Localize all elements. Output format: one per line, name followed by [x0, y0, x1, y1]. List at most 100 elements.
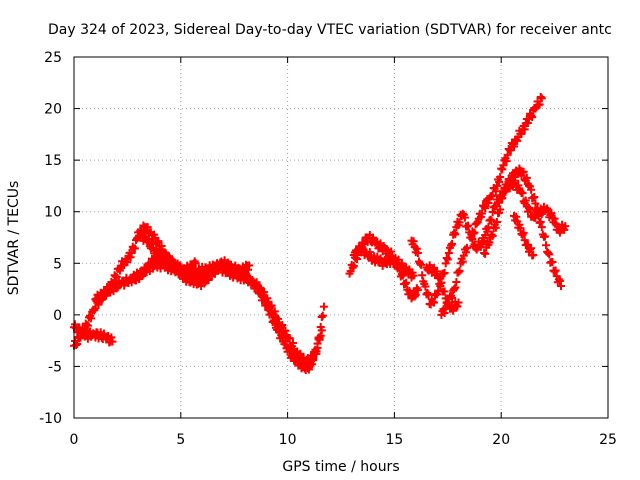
data-point-arc-4 — [142, 267, 151, 276]
data-point-arc-4 — [317, 326, 326, 335]
data-point-arc-5 — [184, 269, 193, 278]
data-point-arc-6 — [369, 233, 378, 242]
data-point-arc-11 — [534, 210, 543, 219]
data-point-arc-1 — [87, 314, 96, 323]
data-point-arc-8 — [487, 216, 496, 225]
data-point-arc-8 — [550, 214, 559, 223]
data-point-arc-9 — [450, 285, 459, 294]
data-point-arc-13 — [453, 302, 462, 311]
data-point-arc-7 — [402, 278, 411, 287]
data-point-arc-5 — [137, 227, 146, 236]
data-point-arc-11 — [492, 218, 501, 227]
data-point-arc-10 — [517, 129, 526, 138]
data-point-arc-11 — [488, 231, 497, 240]
y-tick-label: 25 — [44, 50, 62, 66]
data-point-arc-7 — [387, 253, 396, 262]
data-point-arc-8 — [444, 249, 453, 258]
data-point-arc-8 — [518, 189, 527, 198]
x-tick-label: 0 — [70, 432, 79, 448]
data-point-arc-8 — [495, 198, 504, 207]
data-point-arc-1 — [130, 244, 139, 253]
data-point-arc-8 — [455, 218, 464, 227]
data-point-arc-10 — [523, 119, 532, 128]
data-point-arc-10 — [503, 150, 512, 159]
data-point-arc-10 — [535, 100, 544, 109]
data-point-arc-11 — [531, 199, 540, 208]
data-point-arc-10 — [537, 94, 546, 103]
data-point-arc-5 — [204, 275, 213, 284]
data-point-arc-1 — [115, 266, 124, 275]
data-point-arc-4 — [278, 320, 287, 329]
data-point-arc-12 — [529, 251, 538, 260]
data-point-arc-8 — [468, 235, 477, 244]
data-point-arc-10 — [510, 142, 519, 151]
data-point-arc-8 — [521, 196, 530, 205]
data-point-arc-1 — [191, 259, 200, 268]
data-points — [70, 92, 570, 375]
data-point-arc-10 — [520, 125, 529, 134]
data-point-arc-8 — [417, 260, 426, 269]
data-point-arc-6 — [409, 271, 418, 280]
data-point-arc-10 — [495, 177, 504, 186]
data-point-arc-7 — [401, 279, 410, 288]
data-point-arc-8 — [442, 254, 451, 263]
x-tick-label: 20 — [492, 432, 510, 448]
data-point-arc-4 — [309, 354, 318, 363]
data-point-arc-8 — [561, 222, 570, 231]
data-point-arc-1 — [83, 321, 92, 330]
data-point-arc-5 — [166, 254, 175, 263]
data-point-arc-5 — [207, 271, 216, 280]
data-point-arc-8 — [413, 248, 422, 257]
data-point-arc-1 — [112, 272, 121, 281]
data-point-arc-11 — [548, 257, 557, 266]
data-point-arc-12 — [526, 245, 535, 254]
data-point-arc-10 — [536, 92, 545, 101]
data-point-arc-1 — [143, 223, 152, 232]
data-point-arc-10 — [472, 219, 481, 228]
x-tick-label: 10 — [279, 432, 297, 448]
data-point-arc-10 — [513, 136, 522, 145]
data-point-arc-8 — [412, 244, 421, 253]
data-point-arc-4 — [267, 301, 276, 310]
plot-frame — [73, 56, 609, 419]
data-point-arc-9 — [463, 243, 472, 252]
data-point-arc-12 — [519, 228, 528, 237]
data-point-arc-8 — [450, 228, 459, 237]
data-point-arc-13 — [436, 274, 445, 283]
data-point-arc-9 — [440, 308, 449, 317]
data-point-arc-10 — [481, 204, 490, 213]
data-point-arc-8 — [418, 271, 427, 280]
data-point-arc-10 — [469, 229, 478, 238]
y-tick-label: -5 — [48, 359, 62, 375]
data-point-arc-7 — [397, 270, 406, 279]
data-point-arc-9 — [458, 257, 467, 266]
data-point-arc-13 — [428, 265, 437, 274]
data-point-arc-7 — [391, 255, 400, 264]
data-point-arc-8 — [443, 255, 452, 264]
data-point-arc-9 — [452, 278, 461, 287]
data-point-arc-5 — [144, 235, 153, 244]
data-point-arc-11 — [491, 223, 500, 232]
data-point-arc-10 — [477, 209, 486, 218]
data-point-arc-8 — [416, 259, 425, 268]
data-point-arc-9 — [455, 266, 464, 275]
data-point-arc-10 — [470, 228, 479, 237]
y-tick-label: 20 — [44, 102, 62, 118]
data-point-arc-11 — [542, 241, 551, 250]
y-tick-label: 0 — [53, 308, 62, 324]
data-point-arc-5 — [140, 232, 149, 241]
data-point-arc-7 — [398, 271, 407, 280]
data-point-arc-4 — [270, 307, 279, 316]
data-point-arc-11 — [510, 173, 519, 182]
x-tick-label: 15 — [385, 432, 403, 448]
data-point-arc-11 — [519, 167, 528, 176]
data-point-arc-13 — [437, 278, 446, 287]
data-point-arc-3 — [319, 302, 328, 311]
data-point-arc-5 — [203, 274, 212, 283]
data-point-arc-2 — [108, 337, 117, 346]
data-point-arc-5 — [180, 267, 189, 276]
data-point-arc-12 — [512, 212, 521, 221]
data-point-arc-11 — [496, 205, 505, 214]
chart-title: Day 324 of 2023, Sidereal Day-to-day VTE… — [48, 22, 612, 38]
